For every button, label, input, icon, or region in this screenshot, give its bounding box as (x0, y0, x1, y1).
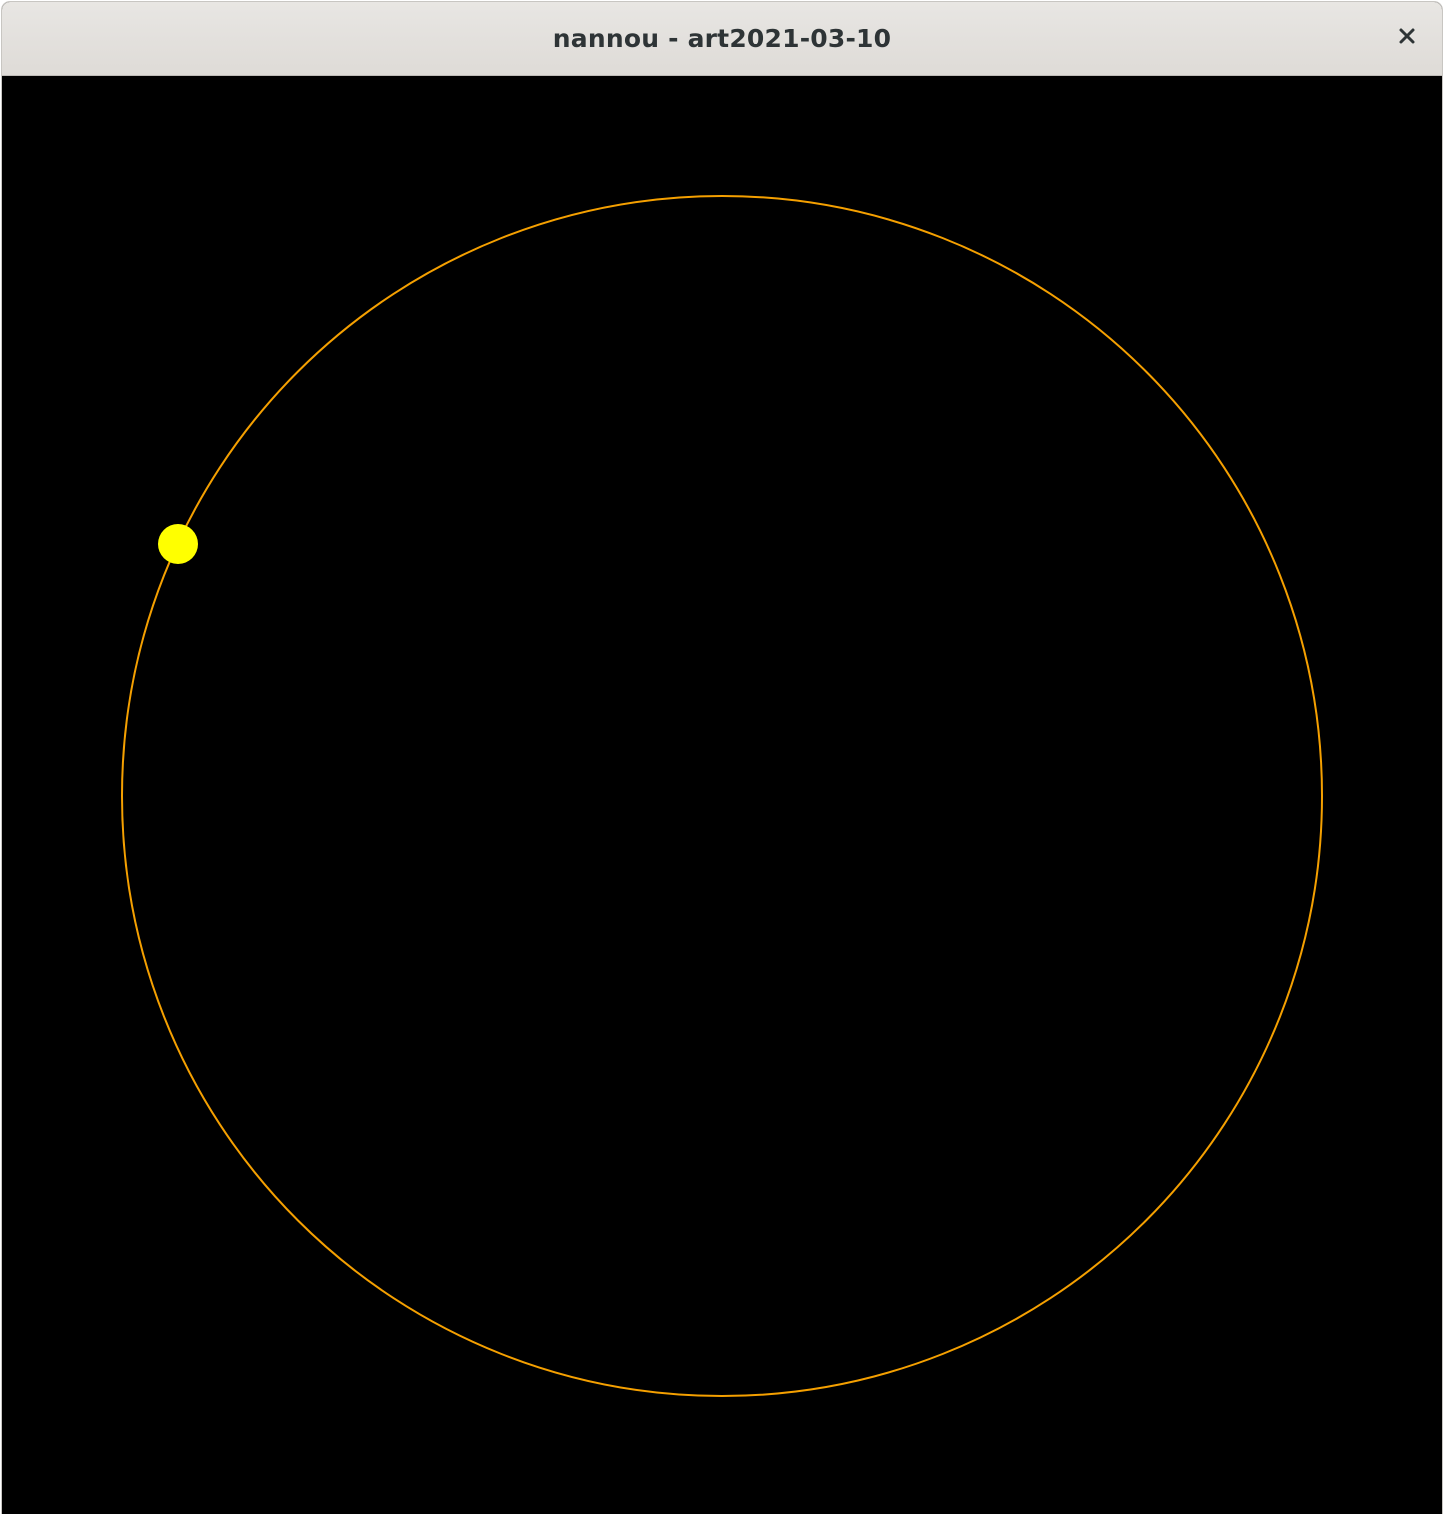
close-button[interactable] (1392, 21, 1422, 55)
orbiting-dot (158, 524, 198, 564)
sketch-drawing (121, 195, 1323, 1397)
sketch-canvas (2, 76, 1442, 1514)
orbit-ring (121, 195, 1323, 1397)
window-title: nannou - art2021-03-10 (552, 24, 892, 53)
window-titlebar[interactable]: nannou - art2021-03-10 (2, 2, 1442, 76)
close-icon (1398, 27, 1416, 49)
